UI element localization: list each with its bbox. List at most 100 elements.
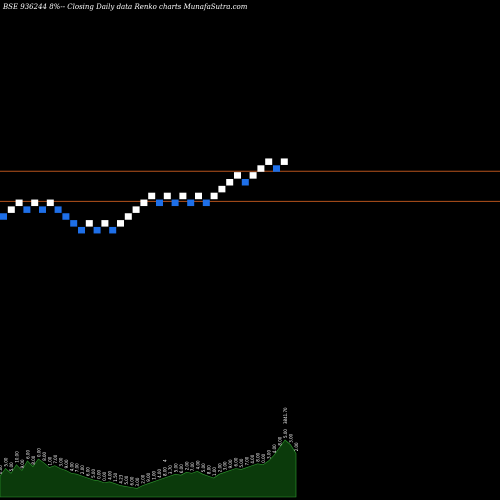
reference-lines [0,170,500,202]
renko-brick-up [234,172,241,179]
volume-label: 3.70 [168,465,173,474]
volume-label: 5.00 [124,475,129,484]
volume-label: 3.00 [135,477,140,486]
renko-brick-down [70,220,78,227]
volume-label: 5.00 [283,429,288,438]
volume-label: 2.00 [141,474,146,483]
renko-brick-up [163,192,171,200]
volume-label: 7.00 [75,463,80,472]
volume-label: 1.00 [151,470,156,479]
renko-brick-up [117,220,124,227]
volume-label: 2.00 [184,461,189,470]
volume-label: 0.00 [36,448,41,457]
volume-label: 9.00 [146,472,151,481]
volume-label: 5.00 [9,462,14,471]
volume-label: 2.00 [294,442,299,451]
volume-annotation: 3841.70 [283,407,288,424]
renko-brick-down [273,165,280,172]
volume-label: 2.00 [80,465,85,474]
volume-label: 5.00 [173,463,178,472]
renko-brick-up [140,199,148,207]
volume-label: 6.00 [130,476,135,485]
renko-brick-down [171,199,179,207]
volume-label: 5.00 [3,457,8,466]
renko-brick-down [23,206,31,213]
renko-brick-up [257,165,265,172]
renko-brick-down [39,206,46,213]
volume-label: 3.00 [58,457,63,466]
volume-label: 4.00 [108,470,113,479]
renko-brick-up [195,192,202,200]
volume-area [0,439,297,498]
volume-label: 8.00 [162,467,167,476]
renko-brick-up [101,220,109,227]
volume-label: 4.00 [250,454,255,463]
volume-label: 6.00 [179,464,184,473]
renko-brick-up [7,206,15,213]
renko-brick-up [280,158,288,165]
volume-label: 3.00 [289,433,294,442]
renko-brick-up [179,192,187,200]
volume-label: 0.00 [102,471,107,480]
volume-label: 3.00 [267,450,272,459]
volume-label: 8.00 [256,452,261,461]
renko-brick-up [46,199,54,207]
volume-label: 1.00 [47,456,52,465]
renko-brick-down [156,199,163,207]
renko-brick-down [187,199,195,207]
volume-label: 2.00 [217,463,222,472]
volume-label: 9.00 [228,459,233,468]
renko-brick-up [31,199,39,207]
volume-label: 5.00 [91,469,96,478]
volume-label: 1.00 [212,467,217,476]
renko-brick-up [226,179,234,186]
volume-label: 3.00 [223,461,228,470]
volume-annotation: 4 [162,459,167,462]
volume-label: 0.00 [97,469,102,478]
volume-label: 1.50 [113,472,118,481]
renko-brick-down [0,213,7,220]
renko-brick-up [265,158,273,165]
renko-brick-up [85,220,93,227]
volume-label: 5.00 [201,463,206,472]
volume-label: 4.00 [272,444,277,453]
volume-label: 6.00 [234,457,239,466]
renko-brick-down [93,226,101,234]
volume-label: 8.00 [31,455,36,464]
volume-label: 0.00 [0,465,3,474]
renko-brick-up [210,192,218,200]
renko-brick-down [202,199,210,207]
volume-label: 7.00 [245,456,250,465]
volume-label: 4.23 [119,474,124,483]
volume-label: 8.00 [278,436,283,445]
volume-label: 4.00 [69,462,74,471]
renko-brick-down [241,179,249,186]
volume-label: 0.00 [261,453,266,462]
volume-label: 7.00 [190,462,195,471]
renko-brick-up [15,199,23,207]
volume-label: 6.00 [25,450,30,459]
renko-brick-up [148,192,156,200]
volume-label: 4.00 [157,469,162,478]
volume-label: 4.00 [195,460,200,469]
volume-label: 10.00 [14,451,19,463]
renko-brick-down [54,206,62,213]
renko-brick-down [78,226,85,234]
renko-bricks [0,158,288,234]
volume-label: 5.00 [239,458,244,467]
renko-brick-up [132,206,140,213]
volume-label: 7.00 [53,454,58,463]
renko-brick-up [218,185,226,193]
volume-label: 9.00 [64,459,69,468]
volume-label: 8.00 [42,451,47,460]
renko-brick-up [249,172,257,179]
volume-label: 6.00 [86,467,91,476]
renko-brick-down [62,213,70,220]
chart-title: BSE 936244 8%-- Closing Daily data Renko… [2,3,248,11]
renko-brick-down [109,226,117,234]
volume-label: 9.00 [20,459,25,468]
volume-label: 8.00 [206,465,211,474]
